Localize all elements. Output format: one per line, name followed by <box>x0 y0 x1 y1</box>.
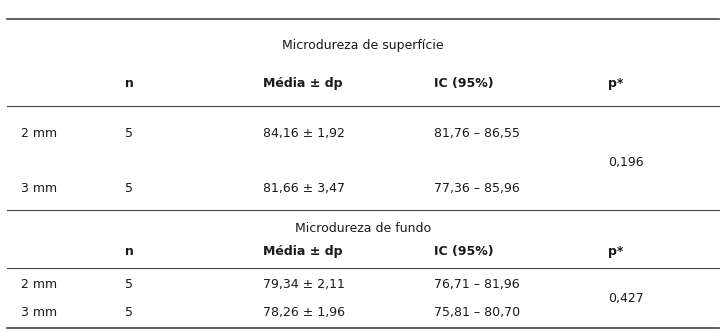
Text: p*: p* <box>608 245 624 258</box>
Text: n: n <box>125 245 134 258</box>
Text: 5: 5 <box>125 278 133 291</box>
Text: IC (95%): IC (95%) <box>434 77 494 90</box>
Text: 81,76 – 86,55: 81,76 – 86,55 <box>434 127 520 140</box>
Text: 76,71 – 81,96: 76,71 – 81,96 <box>434 278 520 291</box>
Text: Média ± dp: Média ± dp <box>264 77 343 90</box>
Text: p*: p* <box>608 77 624 90</box>
Text: 81,66 ± 3,47: 81,66 ± 3,47 <box>264 182 346 195</box>
Text: 5: 5 <box>125 306 133 319</box>
Text: 5: 5 <box>125 127 133 140</box>
Text: 75,81 – 80,70: 75,81 – 80,70 <box>434 306 521 319</box>
Text: Microdureza de superfície: Microdureza de superfície <box>282 39 444 51</box>
Text: 2 mm: 2 mm <box>22 278 57 291</box>
Text: 84,16 ± 1,92: 84,16 ± 1,92 <box>264 127 346 140</box>
Text: 3 mm: 3 mm <box>22 306 57 319</box>
Text: 77,36 – 85,96: 77,36 – 85,96 <box>434 182 520 195</box>
Text: Média ± dp: Média ± dp <box>264 245 343 258</box>
Text: IC (95%): IC (95%) <box>434 245 494 258</box>
Text: 0,196: 0,196 <box>608 156 644 169</box>
Text: 0,427: 0,427 <box>608 292 644 305</box>
Text: 79,34 ± 2,11: 79,34 ± 2,11 <box>264 278 346 291</box>
Text: 3 mm: 3 mm <box>22 182 57 195</box>
Text: 5: 5 <box>125 182 133 195</box>
Text: 78,26 ± 1,96: 78,26 ± 1,96 <box>264 306 346 319</box>
Text: n: n <box>125 77 134 90</box>
Text: Microdureza de fundo: Microdureza de fundo <box>295 222 431 235</box>
Text: 2 mm: 2 mm <box>22 127 57 140</box>
